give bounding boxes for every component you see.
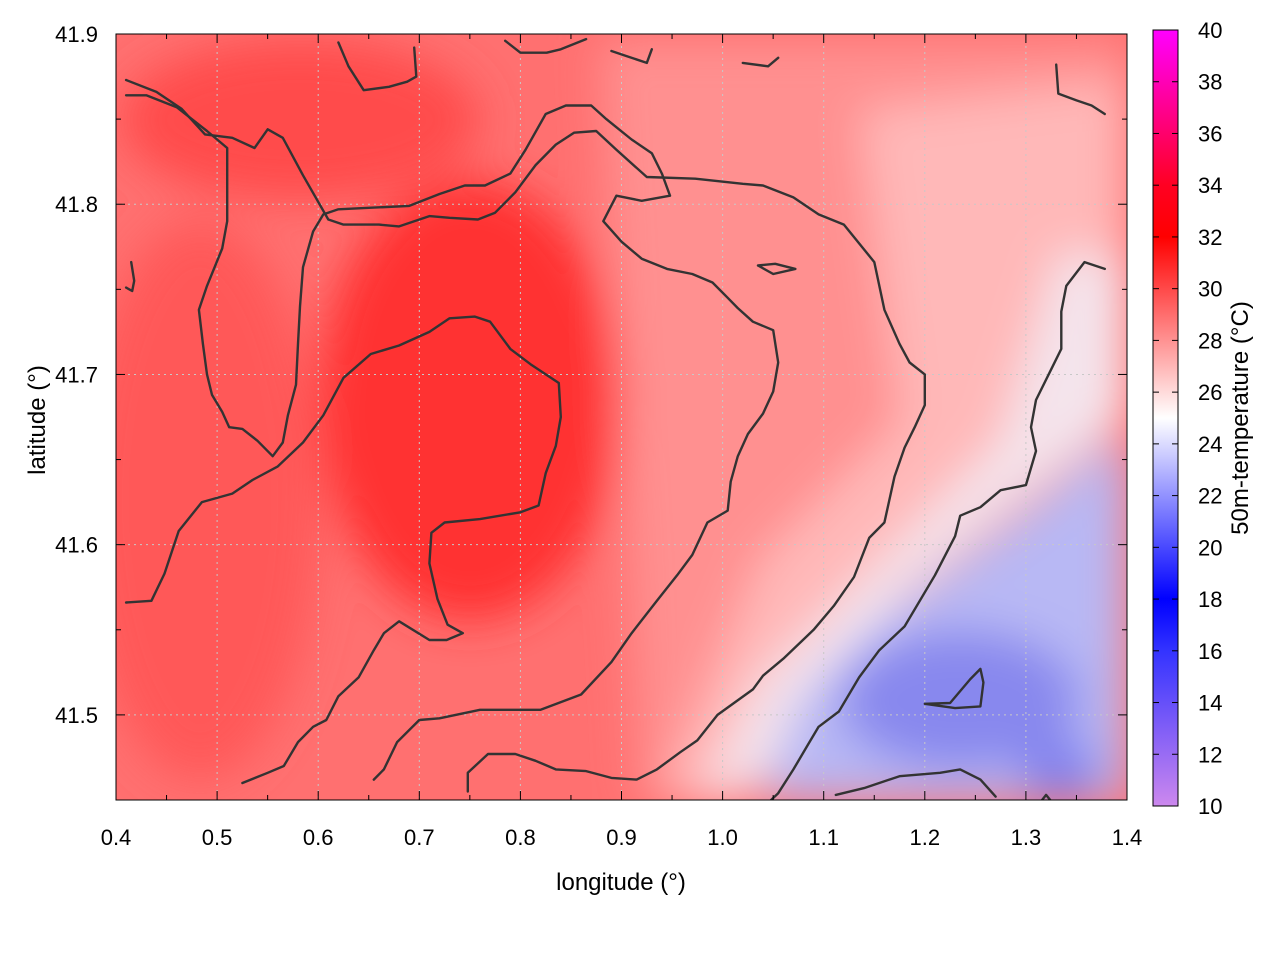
x-tick-label: 0.4 [101, 825, 132, 850]
contour-line [610, 48, 653, 65]
pale-region [700, 250, 1127, 800]
light-warm-region [660, 80, 1127, 800]
colorbar-tick-labels: 10 12 14 16 18 20 22 24 26 28 30 32 34 36 38 40 [1153, 18, 1222, 819]
contour-line [124, 260, 136, 293]
contour-line [1054, 63, 1107, 116]
colorbar-tick-label: 40 [1198, 18, 1222, 43]
colorbar-tick-label: 24 [1198, 432, 1222, 457]
x-tick-label: 0.7 [404, 825, 435, 850]
y-tick-label: 41.7 [55, 362, 98, 387]
hot-core-region [320, 180, 620, 620]
colorbar-gradient-bar [1152, 29, 1179, 807]
contour-line [741, 56, 780, 68]
y-tick-label: 41.9 [55, 22, 98, 47]
cool-core-region [840, 630, 1080, 770]
colorbar-tick-label: 10 [1198, 794, 1222, 819]
colorbar-tick-label: 20 [1198, 535, 1222, 560]
colorbar-tick-label: 16 [1198, 639, 1222, 664]
heatmap-field [116, 40, 1127, 800]
y-axis-label: latitude (°) [24, 365, 51, 475]
colorbar-tick-label: 36 [1198, 121, 1222, 146]
colorbar-tick-label: 26 [1198, 380, 1222, 405]
axis-ticks [115, 33, 1128, 801]
contour-line [124, 94, 780, 781]
contour-line [769, 260, 1107, 800]
x-tick-label: 1.2 [910, 825, 941, 850]
colorbar-tick-label: 18 [1198, 587, 1222, 612]
x-axis-label: longitude (°) [556, 869, 686, 896]
contour-line [756, 262, 797, 276]
hot-north-region [120, 40, 480, 200]
contour-line [504, 37, 588, 54]
contour-line [124, 315, 562, 785]
contour-line [337, 41, 418, 92]
x-axis-tick-labels: 0.4 0.5 0.6 0.7 0.8 0.9 1.0 1.1 1.2 1.3 1.4 [101, 825, 1143, 850]
colorbar-tick-label: 12 [1198, 742, 1222, 767]
contour-line [1040, 793, 1052, 800]
x-tick-label: 1.3 [1011, 825, 1042, 850]
colorbar-tick-label: 22 [1198, 484, 1222, 509]
colorbar-tick-label: 14 [1198, 691, 1222, 716]
y-axis-tick-labels: 41.5 41.6 41.7 41.8 41.9 [55, 22, 98, 728]
colorbar-label: 50m-temperature (°C) [1227, 301, 1254, 535]
colorbar-tick-label: 32 [1198, 225, 1222, 250]
contour-line [124, 78, 926, 793]
x-tick-label: 0.5 [202, 825, 233, 850]
y-tick-label: 41.8 [55, 192, 98, 217]
warm-west-region [116, 220, 320, 780]
cool-spot-region [1020, 740, 1100, 800]
x-tick-label: 1.4 [1112, 825, 1143, 850]
contour-lines [124, 37, 1107, 800]
plot-area [116, 34, 1127, 800]
y-tick-label: 41.5 [55, 703, 98, 728]
contour-line [923, 667, 985, 710]
x-tick-label: 0.6 [303, 825, 334, 850]
grid-lines [116, 34, 1127, 800]
x-tick-label: 0.8 [505, 825, 536, 850]
colorbar-tick-label: 34 [1198, 173, 1222, 198]
colorbar-tick-label: 38 [1198, 70, 1222, 95]
colorbar-tick-label: 28 [1198, 328, 1222, 353]
x-tick-label: 0.9 [606, 825, 637, 850]
y-tick-label: 41.6 [55, 533, 98, 558]
contour-line [834, 768, 997, 798]
colorbar: 10 12 14 16 18 20 22 24 26 28 30 32 34 36 38 40 50m-tem… [1152, 18, 1254, 819]
x-tick-label: 1.1 [808, 825, 839, 850]
colorbar-tick-label: 30 [1198, 277, 1222, 302]
x-tick-label: 1.0 [707, 825, 738, 850]
